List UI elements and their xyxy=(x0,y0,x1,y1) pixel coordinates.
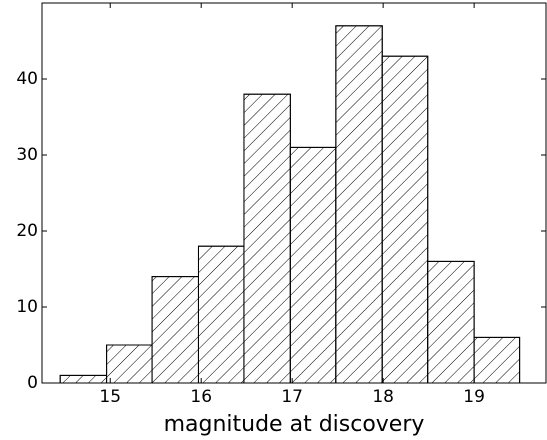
bar-hatch xyxy=(197,245,245,384)
y-tick-label: 0 xyxy=(27,373,38,393)
bar-hatch xyxy=(106,344,153,384)
x-tick-label: 17 xyxy=(281,387,303,407)
y-tick-label: 30 xyxy=(16,145,38,165)
bar-hatch xyxy=(335,25,383,384)
bar-hatch xyxy=(59,374,108,384)
x-tick-label: 18 xyxy=(372,387,394,407)
bar-hatch xyxy=(151,276,199,384)
x-tick-label: 16 xyxy=(190,387,212,407)
x-tick-label: 15 xyxy=(99,387,121,407)
y-tick-label: 20 xyxy=(16,221,38,241)
x-tick-label: 19 xyxy=(463,387,485,407)
plot-frame xyxy=(41,2,547,384)
bar-hatch xyxy=(427,260,475,384)
y-tick-label: 10 xyxy=(16,297,38,317)
y-tick-label: 40 xyxy=(16,69,38,89)
bar-hatch xyxy=(243,93,291,384)
bar-hatch xyxy=(473,336,521,384)
bar-hatch xyxy=(381,55,429,384)
x-axis-label: magnitude at discovery xyxy=(164,412,425,437)
bar-hatch xyxy=(289,146,337,384)
